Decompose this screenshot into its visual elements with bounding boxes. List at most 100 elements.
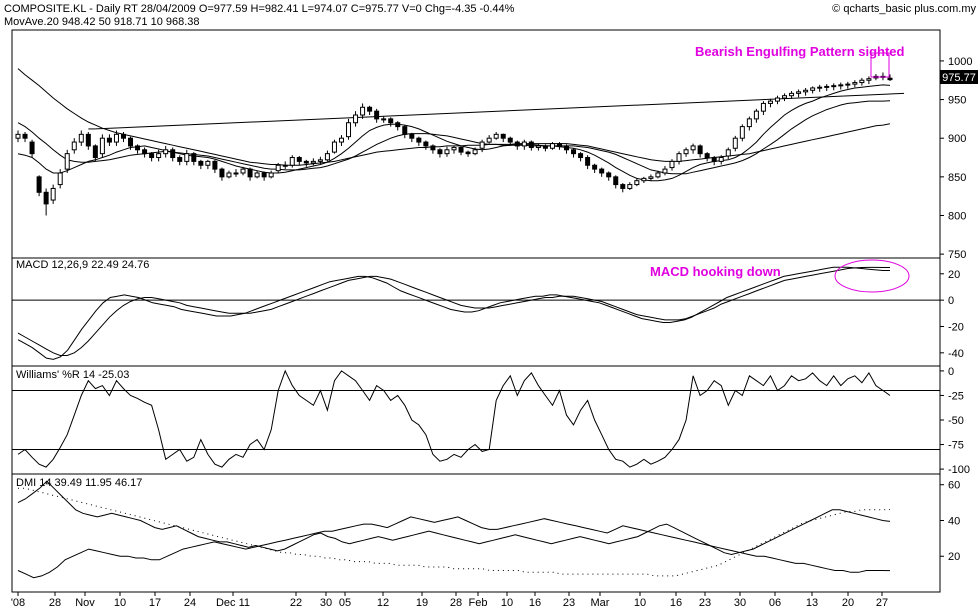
candle-body <box>732 137 738 149</box>
candle-body <box>163 149 169 155</box>
movave-legend: MovAve.20 948.42 50 918.71 10 968.38 <box>4 16 200 28</box>
y-tick-label: 850 <box>948 172 966 184</box>
y-tick-label: 800 <box>948 210 966 222</box>
candle-body <box>78 133 84 143</box>
x-tick-label: 22 <box>290 597 302 609</box>
y-tick-label: 1000 <box>948 56 972 68</box>
candle-body <box>648 176 654 179</box>
dmi-title: DMI 14 39.49 11.95 46.17 <box>16 477 142 489</box>
x-tick-label: Mar <box>591 597 610 609</box>
y-tick-label: -50 <box>948 415 964 427</box>
x-tick-label: 23 <box>699 597 711 609</box>
candle-body <box>212 160 218 170</box>
x-tick-label: '08 <box>11 597 25 609</box>
x-tick-label: 05 <box>339 597 351 609</box>
candle-body <box>662 168 668 174</box>
candle-body <box>219 168 225 178</box>
x-tick-label: 24 <box>184 597 196 609</box>
y-tick-label: -100 <box>948 464 970 476</box>
candle-body <box>606 172 612 178</box>
x-tick-label: 28 <box>49 597 61 609</box>
x-tick-label: 16 <box>529 597 541 609</box>
candle-body <box>240 168 246 174</box>
candle-body <box>317 159 323 162</box>
candle-body <box>753 110 759 120</box>
candle-body <box>36 176 42 193</box>
candle-body <box>746 118 752 128</box>
candle-body <box>817 86 823 89</box>
candle-body <box>324 153 330 161</box>
candle-body <box>338 137 344 143</box>
candle-body <box>789 92 795 97</box>
candle-body <box>128 137 134 147</box>
candle-body <box>578 153 584 159</box>
y-tick-label: 750 <box>948 249 966 261</box>
candle-body <box>690 145 696 151</box>
candle-body <box>310 160 316 164</box>
dmi-panel: 60 40 20 <box>17 480 960 579</box>
candle-body <box>620 184 626 189</box>
x-tick-label: 16 <box>670 597 682 609</box>
macd-title: MACD 12,26,9 22.49 24.76 <box>16 259 149 271</box>
candle-body <box>177 157 183 162</box>
candle-body <box>852 82 858 85</box>
candle-body <box>486 137 492 143</box>
candle-body <box>184 153 190 162</box>
candle-body <box>725 149 731 157</box>
series-adx <box>18 487 891 577</box>
x-tick-label: 23 <box>563 597 575 609</box>
candle-body <box>381 118 387 121</box>
candle-body <box>120 133 126 139</box>
panel-frame-0 <box>11 29 941 259</box>
candle-body <box>331 141 337 153</box>
candle-body <box>303 160 309 164</box>
candle-body <box>205 160 211 166</box>
candle-body <box>402 126 408 135</box>
trendline <box>95 92 905 130</box>
candle-body <box>507 137 513 143</box>
moving-average-ma20 <box>17 100 891 175</box>
x-tick-label: 17 <box>149 597 161 609</box>
candle-body <box>191 153 197 162</box>
candle-body <box>887 77 893 81</box>
candle-body <box>718 157 724 162</box>
candle-body <box>845 83 851 86</box>
candle-body <box>437 149 443 155</box>
candle-body <box>170 149 176 159</box>
candle-body <box>824 85 830 88</box>
x-tick-label: 06 <box>769 597 781 609</box>
candle-body <box>85 133 91 147</box>
candle-body <box>613 176 619 186</box>
y-tick-label: -75 <box>948 440 964 452</box>
candle-body <box>149 153 155 159</box>
x-tick-label: 13 <box>806 597 818 609</box>
series--r <box>17 369 891 468</box>
series--di <box>17 516 891 579</box>
candle-body <box>92 145 98 159</box>
y-tick-label: 0 <box>948 366 954 378</box>
candle-body <box>655 172 661 178</box>
bearish-annotation: Bearish Engulfing Pattern sighted <box>695 44 905 59</box>
candle-body <box>796 91 802 94</box>
candle-body <box>64 153 70 170</box>
candle-body <box>198 160 204 166</box>
candle-body <box>472 149 478 155</box>
x-axis: '08 28 Nov 10 17 24 Dec 11 22 30 05 12 19 28 Feb 10 16 2… <box>11 592 888 609</box>
x-tick-label: 27 <box>876 597 888 609</box>
candle-body <box>683 149 689 155</box>
candle-body <box>711 157 717 162</box>
price-panel: 1000 950 900 850 800 750 <box>15 56 972 261</box>
candle-body <box>528 141 534 148</box>
macd-panel: 20 0 -20 -40 <box>12 266 964 360</box>
candle-body <box>465 151 471 155</box>
candle-body <box>831 85 837 88</box>
series--di <box>17 480 891 556</box>
macd-annotation: MACD hooking down <box>650 264 781 279</box>
candle-body <box>71 141 77 151</box>
candle-body <box>113 133 119 143</box>
williams-title: Williams' %R 14 -25.03 <box>16 369 129 381</box>
candle-body <box>268 172 274 178</box>
x-tick-label: Feb <box>469 597 488 609</box>
y-tick-label: -25 <box>948 390 964 402</box>
candle-body <box>135 145 141 151</box>
